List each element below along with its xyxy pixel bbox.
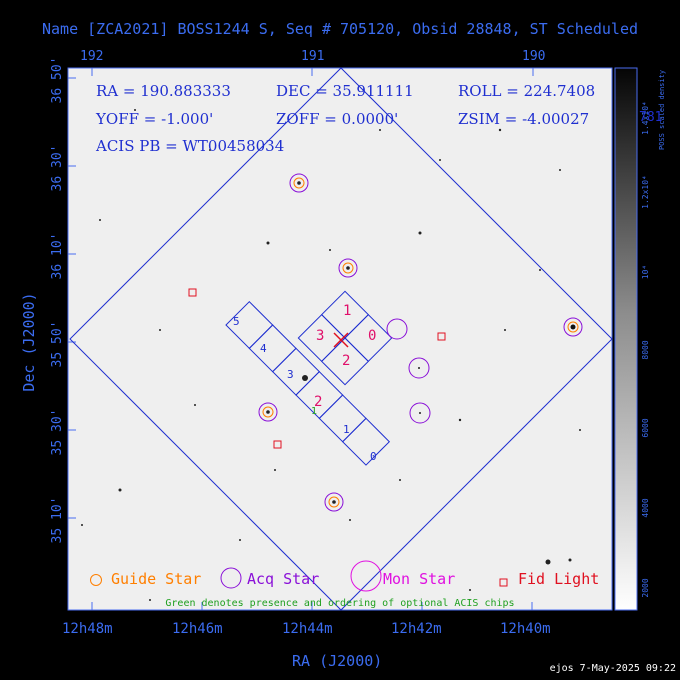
chip-label: 0 <box>370 450 377 463</box>
dec-tick: 36 10' <box>50 233 65 280</box>
acis-i-array <box>297 290 393 386</box>
colorbar <box>614 67 638 611</box>
star <box>386 318 408 340</box>
dec-tick: 35 30' <box>50 409 65 456</box>
top-ra-tick: 190 <box>522 49 546 64</box>
dec-tick: 35 50' <box>50 321 65 368</box>
info-acis-pb: ACIS PB = WT00458034 <box>95 137 284 155</box>
info-yoff: YOFF = -1.000' <box>95 110 213 128</box>
bottom-ra-tick: 12h48m <box>62 621 113 637</box>
info-roll: ROLL = 224.7408 <box>458 82 595 100</box>
y-axis-label: Dec (J2000) <box>20 292 38 391</box>
star <box>409 402 431 424</box>
acis-chip <box>320 337 370 386</box>
star <box>338 258 358 278</box>
star <box>289 173 309 193</box>
field-of-view-outline <box>69 67 613 611</box>
star <box>563 317 583 337</box>
info-zoff: ZOFF = 0.0000' <box>276 110 398 128</box>
guide-acq-stars <box>258 173 583 512</box>
chip-label: 0 <box>368 328 376 344</box>
info-zsim: ZSIM = -4.00027 <box>458 110 589 128</box>
dec-tick: 35 10' <box>50 497 65 544</box>
chip-label: 5 <box>233 315 240 328</box>
legend-fid-light: Fid Light <box>518 570 599 588</box>
chip-label: 3 <box>287 368 294 381</box>
plot-title: Name [ZCA2021] BOSS1244 S, Seq # 705120,… <box>41 20 639 38</box>
background-stars <box>81 109 581 601</box>
bottom-ra-tick: 12h46m <box>172 621 223 637</box>
guide-star-legend-marker <box>90 574 102 586</box>
info-ra: RA = 190.883333 <box>96 82 231 100</box>
chip-label: 2 <box>314 394 322 410</box>
colorbar-tick: 8000 <box>641 340 650 359</box>
footer-timestamp: ejos 7-May-2025 09:22 <box>549 663 676 674</box>
acis-s-array <box>225 300 391 466</box>
acis-chip <box>341 417 391 466</box>
bottom-ra-tick: 12h42m <box>391 621 442 637</box>
fid-light <box>437 332 446 341</box>
legend-note: Green denotes presence and ordering of o… <box>165 598 514 609</box>
colorbar-title: POSS scaled density <box>658 70 666 150</box>
legend-guide-star: Guide Star <box>111 570 201 588</box>
legend-mon-star: Mon Star <box>383 570 455 588</box>
star <box>324 492 344 512</box>
fid-light-legend-marker <box>499 578 508 587</box>
axis-ticks <box>68 68 534 610</box>
chip-label: 3 <box>316 328 324 344</box>
colorbar-tick: 2000 <box>641 578 650 597</box>
fid-light <box>273 440 282 449</box>
top-ra-tick: 192 <box>80 49 104 64</box>
chip-label: 1 <box>343 303 351 319</box>
colorbar-tick: 6000 <box>641 418 650 437</box>
info-overflow-text: 781 <box>639 110 662 125</box>
top-ra-tick: 191 <box>301 49 325 64</box>
star <box>258 402 278 422</box>
acq-star-legend-marker <box>220 567 242 589</box>
colorbar-tick: 1.2x10⁴ <box>641 175 650 209</box>
bottom-ra-tick: 12h40m <box>500 621 551 637</box>
chip-label: 1 <box>343 423 350 436</box>
x-axis-label: RA (J2000) <box>292 652 383 670</box>
legend-acq-star: Acq Star <box>247 570 319 588</box>
colorbar-tick: 10⁴ <box>641 265 650 279</box>
star <box>408 357 430 379</box>
chip-label: 4 <box>260 342 267 355</box>
dec-tick: 36 30' <box>50 145 65 192</box>
fid-light <box>188 288 197 297</box>
info-dec: DEC = 35.911111 <box>276 82 414 100</box>
aimpoint-marker <box>333 332 349 348</box>
fid-lights <box>188 288 446 449</box>
bottom-ra-tick: 12h44m <box>282 621 333 637</box>
mon-star-legend-marker <box>350 560 382 592</box>
dec-tick: 36 50' <box>50 57 65 104</box>
colorbar-tick: 1.4x10⁴ <box>641 101 650 135</box>
chip-label: 1 <box>311 406 317 417</box>
chip-label: 2 <box>342 353 350 369</box>
colorbar-tick: 4000 <box>641 498 650 517</box>
legend: Guide Star Acq Star Mon Star Fid Light G… <box>90 560 599 609</box>
